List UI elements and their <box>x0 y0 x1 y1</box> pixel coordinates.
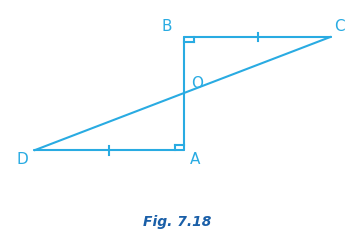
Text: Fig. 7.18: Fig. 7.18 <box>143 215 212 229</box>
Text: O: O <box>191 76 203 91</box>
Text: B: B <box>162 19 173 34</box>
Text: D: D <box>17 152 28 167</box>
Text: C: C <box>334 19 345 34</box>
Text: A: A <box>190 152 201 167</box>
